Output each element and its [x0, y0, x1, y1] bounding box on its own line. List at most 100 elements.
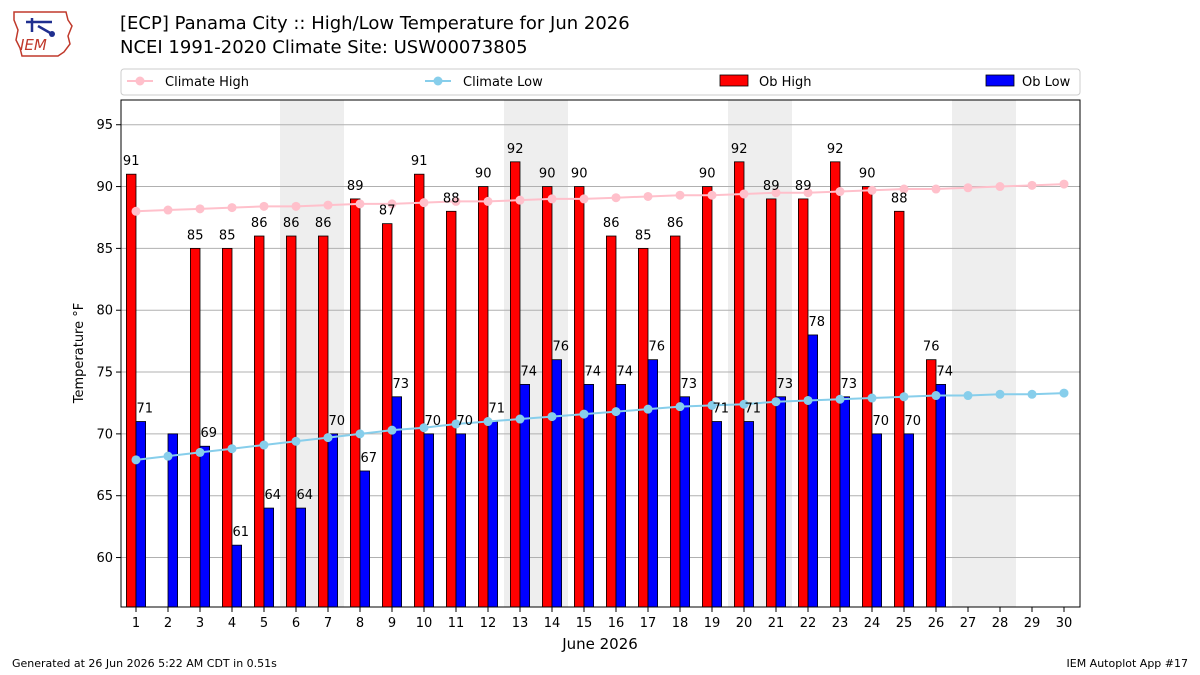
climate-low-point-16 [611, 407, 621, 417]
y-tick-label-60: 60 [96, 551, 113, 566]
ob-low-bar-22 [807, 334, 819, 608]
x-tick-label-19: 19 [704, 616, 721, 631]
ob-high-bar-11 [445, 210, 457, 608]
x-tick-label-27: 27 [960, 616, 977, 631]
climate-high-point-20 [739, 189, 749, 199]
legend-item-climate-low: Climate Low [425, 75, 543, 90]
ob-high-label-16: 86 [603, 216, 620, 231]
climate-high-point-6 [291, 201, 301, 211]
climate-low-point-2 [163, 451, 173, 461]
climate-high-point-18 [675, 190, 685, 200]
x-tick-label-28: 28 [992, 616, 1009, 631]
ob-high-bar-14 [542, 186, 553, 608]
climate-low-point-4 [227, 444, 237, 454]
ob-low-label-3: 69 [201, 426, 218, 441]
ob-low-bar-25 [903, 433, 915, 608]
climate-high-point-17 [643, 191, 653, 201]
x-tick-label-29: 29 [1024, 616, 1041, 631]
x-tick-label-5: 5 [260, 616, 268, 631]
climate-high-point-21 [771, 188, 781, 198]
ob-low-label-25: 70 [905, 414, 922, 429]
x-tick-label-30: 30 [1056, 616, 1073, 631]
ob-low-label-15: 74 [585, 364, 602, 379]
ob-high-bar-19 [702, 186, 713, 608]
ob-low-label-22: 78 [809, 315, 826, 330]
logo-text: IEM [20, 36, 47, 54]
climate-high-point-11 [451, 196, 461, 206]
legend-label-climate-low: Climate Low [463, 75, 543, 90]
x-tick-label-11: 11 [448, 616, 465, 631]
ob-low-label-8: 67 [361, 451, 378, 466]
ob-high-label-15: 90 [571, 167, 588, 182]
legend-label-ob-low: Ob Low [1022, 75, 1071, 90]
ob-low-label-5: 64 [265, 488, 282, 503]
ob-low-label-20: 71 [745, 402, 762, 417]
ob-low-bar-12 [487, 421, 499, 608]
climate-lines [131, 179, 1069, 465]
y-tick-label-65: 65 [96, 489, 113, 504]
climate-low-point-27 [963, 391, 973, 401]
ob-low-label-6: 64 [297, 488, 314, 503]
ob-low-label-16: 74 [617, 364, 634, 379]
ob-high-bar-3 [189, 247, 201, 608]
ob-high-bar-20 [734, 161, 745, 608]
ob-high-label-24: 90 [859, 167, 876, 182]
ob-high-label-11: 88 [443, 191, 460, 206]
weekend-shade-27 [952, 100, 984, 607]
x-tick-label-22: 22 [800, 616, 817, 631]
ob-high-label-10: 91 [411, 154, 428, 169]
climate-high-point-22 [803, 188, 813, 198]
x-tick-label-8: 8 [356, 616, 364, 631]
climate-high-line [135, 183, 1065, 213]
climate-low-point-11 [451, 419, 461, 429]
climate-high-point-7 [323, 200, 333, 210]
x-tick-label-13: 13 [512, 616, 529, 631]
ob-high-label-21: 89 [763, 179, 780, 194]
climate-high-point-28 [995, 182, 1005, 192]
weekend-shade-28 [984, 100, 1016, 607]
climate-low-point-23 [835, 394, 845, 404]
ob-high-label-14: 90 [539, 167, 556, 182]
x-tick-label-3: 3 [196, 616, 204, 631]
climate-high-point-4 [227, 203, 237, 213]
climate-high-point-10 [419, 198, 429, 208]
climate-low-point-15 [579, 409, 589, 419]
legend-label-climate-high: Climate High [165, 75, 249, 90]
climate-high-point-13 [515, 195, 525, 205]
ob-low-bar-4 [231, 544, 243, 608]
ob-low-bar-14 [551, 359, 563, 608]
ob-low-bar-20 [743, 421, 755, 608]
legend-item-climate-high: Climate High [127, 75, 249, 90]
ob-high-label-22: 89 [795, 179, 812, 194]
ob-high-label-6: 86 [283, 216, 300, 231]
y-tick-label-95: 95 [96, 118, 113, 133]
chart-title: [ECP] Panama City :: High/Low Temperatur… [120, 12, 630, 60]
ob-low-bar-23 [839, 396, 851, 608]
ob-high-label-13: 92 [507, 142, 524, 157]
climate-high-point-26 [931, 184, 941, 194]
x-tick-label-2: 2 [164, 616, 172, 631]
climate-low-point-29 [1027, 389, 1037, 399]
x-tick-label-14: 14 [544, 616, 561, 631]
x-tick-label-21: 21 [768, 616, 785, 631]
x-axis: 1 2 3 4 5 6 7 8 9 10 11 12 13 14 15 16 17 18 19 20 21 22 23 24 2… [132, 607, 1072, 631]
y-tick-label-80: 80 [96, 304, 113, 319]
ob-high-label-8: 89 [347, 179, 364, 194]
climate-high-point-5 [259, 201, 269, 211]
y-tick-label-90: 90 [96, 180, 113, 195]
y-axis-label: Temperature °F [72, 303, 87, 404]
ob-low-label-19: 71 [713, 402, 730, 417]
ob-low-label-21: 73 [777, 377, 794, 392]
ob-high-label-26: 76 [923, 340, 940, 355]
y-tick-label-85: 85 [96, 242, 113, 257]
ob-low-label-13: 74 [521, 364, 538, 379]
ob-low-bar-19 [711, 421, 723, 608]
x-tick-label-1: 1 [132, 616, 140, 631]
climate-high-point-8 [355, 199, 365, 209]
climate-low-point-1 [131, 455, 141, 465]
ob-low-label-4: 61 [233, 525, 250, 540]
ob-high-label-5: 86 [251, 216, 268, 231]
climate-high-point-2 [163, 205, 173, 215]
ob-high-label-25: 88 [891, 191, 908, 206]
ob-high-label-7: 86 [315, 216, 332, 231]
